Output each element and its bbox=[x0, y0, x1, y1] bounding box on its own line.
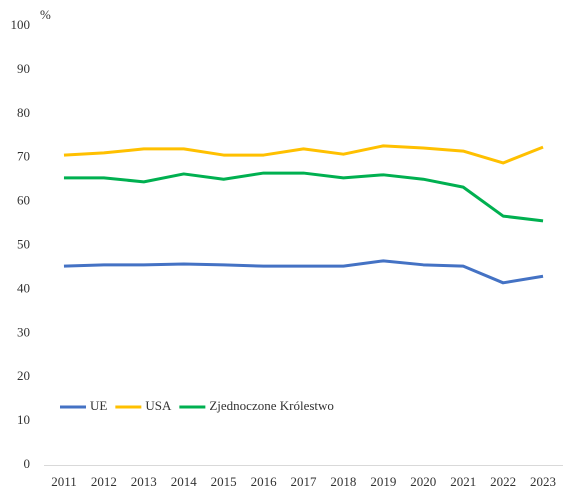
x-tick-label: 2021 bbox=[450, 474, 476, 489]
x-tick-label: 2014 bbox=[171, 474, 198, 489]
y-tick-label: 10 bbox=[17, 412, 30, 427]
y-tick-label: 100 bbox=[11, 17, 31, 32]
x-tick-label: 2013 bbox=[131, 474, 157, 489]
y-tick-label: 70 bbox=[17, 149, 30, 164]
x-tick-label: 2018 bbox=[330, 474, 356, 489]
y-tick-label: 20 bbox=[17, 368, 30, 383]
series-line bbox=[63, 259, 544, 285]
legend-label: UE bbox=[90, 398, 107, 413]
x-tick-label: 2012 bbox=[91, 474, 117, 489]
y-tick-label: 30 bbox=[17, 324, 30, 339]
x-tick-label: 2019 bbox=[370, 474, 396, 489]
x-tick-label: 2016 bbox=[251, 474, 278, 489]
x-tick-label: 2023 bbox=[530, 474, 556, 489]
y-axis-label: % bbox=[40, 7, 51, 22]
y-tick-label: 40 bbox=[17, 280, 30, 295]
x-tick-label: 2020 bbox=[410, 474, 436, 489]
y-tick-label: 90 bbox=[17, 61, 30, 76]
legend-label: USA bbox=[145, 398, 172, 413]
y-tick-label: 50 bbox=[17, 236, 30, 251]
y-tick-label: 0 bbox=[24, 456, 31, 471]
x-tick-label: 2011 bbox=[51, 474, 77, 489]
x-tick-label: 2017 bbox=[291, 474, 318, 489]
y-tick-label: 80 bbox=[17, 105, 30, 120]
series-line bbox=[63, 171, 544, 223]
x-tick-label: 2015 bbox=[211, 474, 237, 489]
y-tick-label: 60 bbox=[17, 193, 30, 208]
x-tick-label: 2022 bbox=[490, 474, 516, 489]
legend-label: Zjednoczone Królestwo bbox=[209, 398, 334, 413]
series-line bbox=[63, 144, 544, 165]
